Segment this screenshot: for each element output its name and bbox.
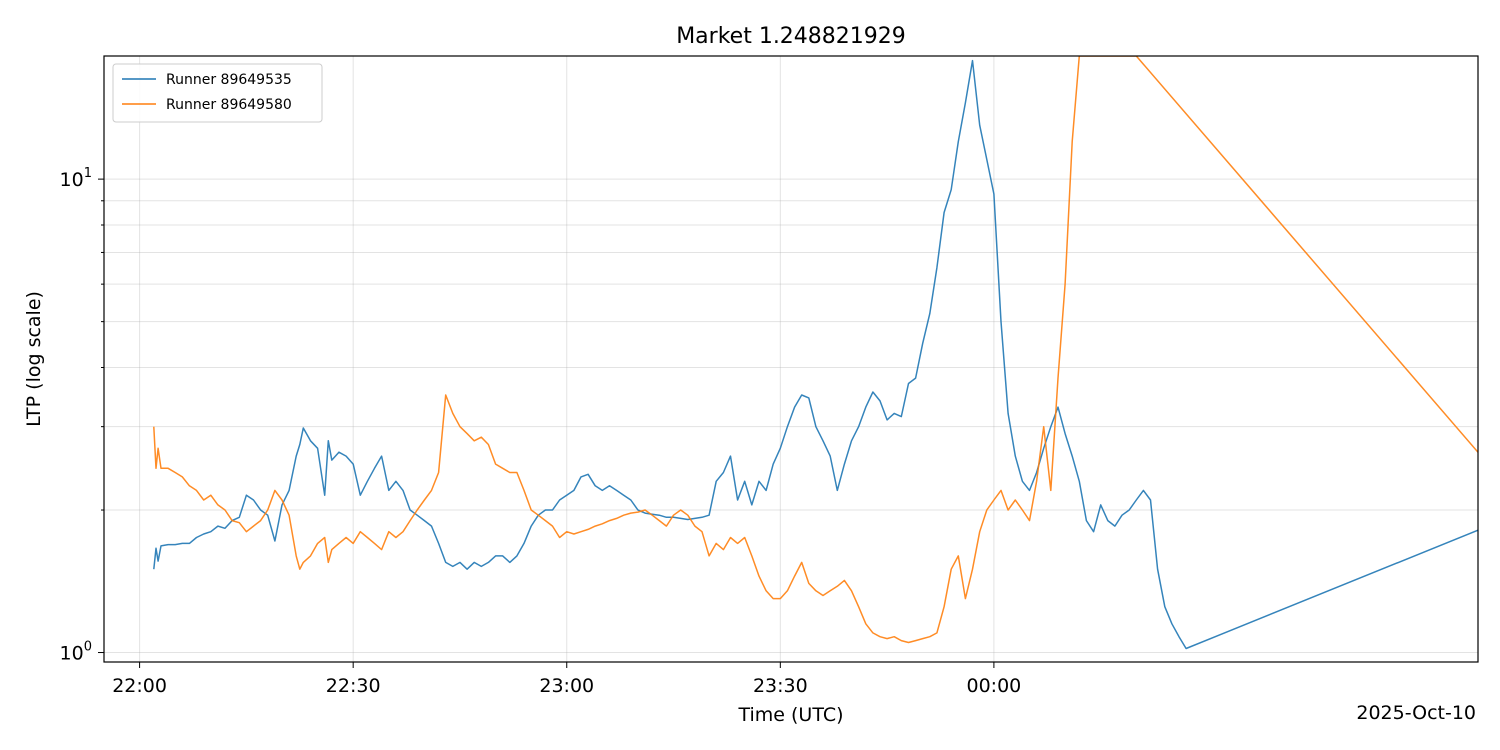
- y-tick-label: 101: [60, 166, 92, 191]
- plot-frame: [103, 55, 1479, 663]
- series-line-runner-2: [153, 56, 1478, 644]
- legend-label-runner-2: Runner 89649580: [166, 97, 292, 113]
- legend: Runner 89649535 Runner 89649580: [112, 63, 323, 123]
- y-axis-title: LTP (log scale): [23, 291, 45, 427]
- y-tick-label: 100: [60, 640, 92, 665]
- series-lines: [153, 56, 1478, 650]
- legend-label-runner-1: Runner 89649535: [166, 72, 292, 88]
- axis-ticks: 22:00 22:30 23:00 23:30 00:00 100 101: [60, 166, 1022, 697]
- series-line-runner-1: [153, 59, 1478, 650]
- x-axis-title: Time (UTC): [737, 704, 843, 726]
- x-tick-label: 23:00: [539, 675, 594, 697]
- x-tick-label: 22:30: [326, 675, 381, 697]
- x-tick-label: 00:00: [967, 675, 1022, 697]
- x-axis-offset-label: 2025-Oct-10: [1356, 702, 1476, 724]
- legend-box: [112, 63, 323, 123]
- chart-title: Market 1.248821929: [676, 24, 906, 49]
- x-tick-label: 23:30: [753, 675, 808, 697]
- grid: [104, 56, 1478, 662]
- x-tick-label: 22:00: [112, 675, 167, 697]
